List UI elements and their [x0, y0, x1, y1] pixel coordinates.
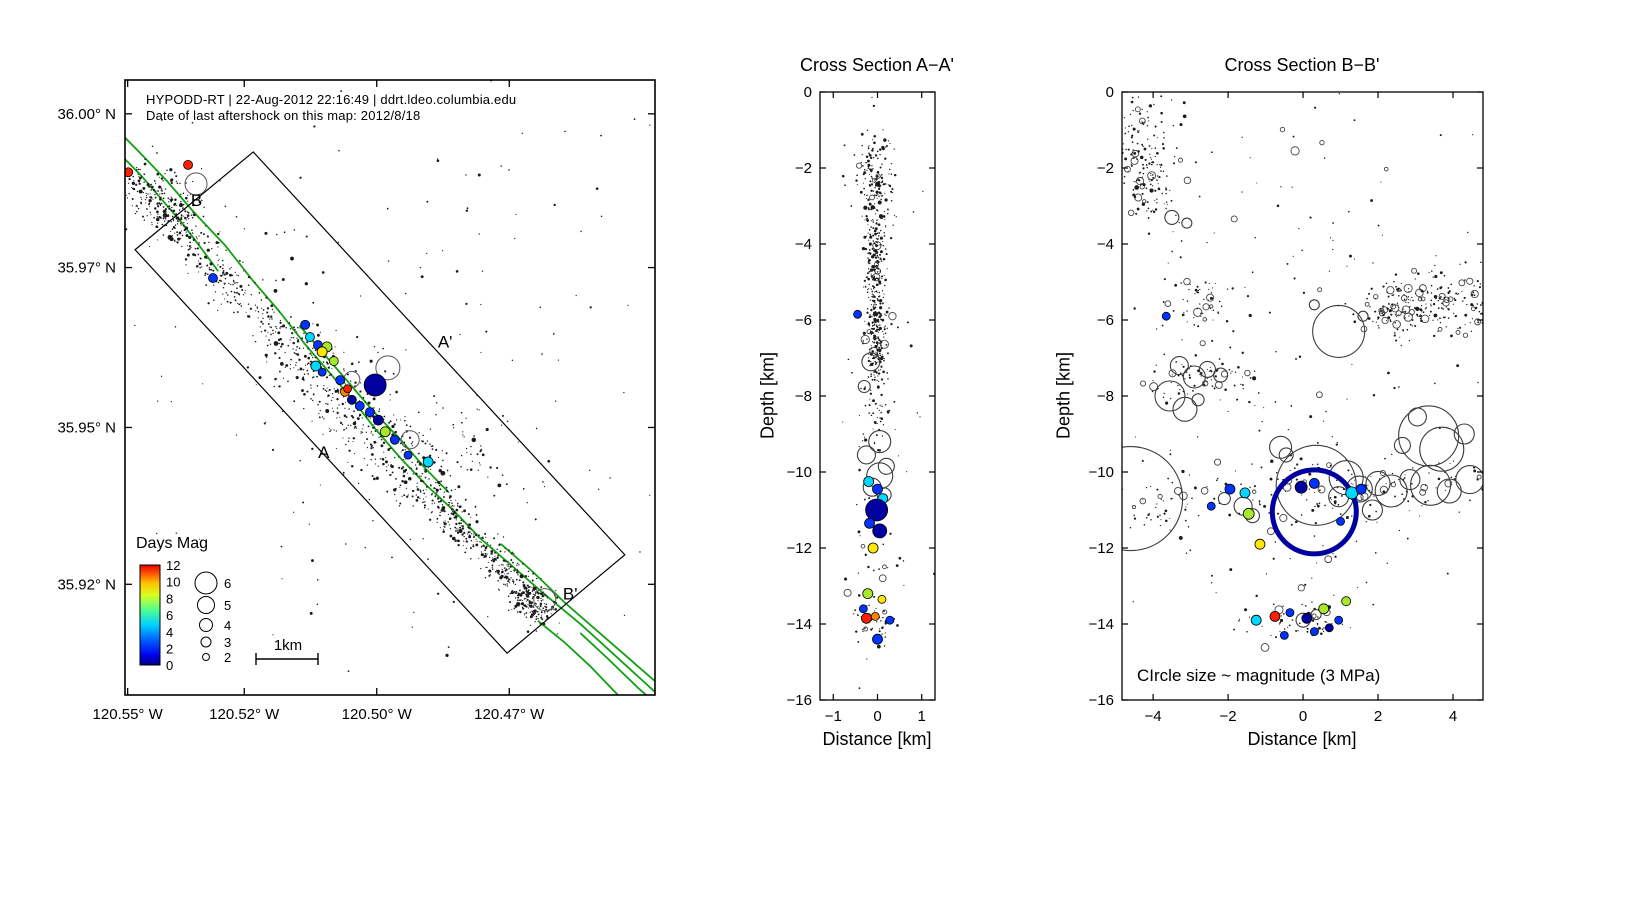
svg-text:−1: −1	[825, 708, 842, 725]
svg-text:−4: −4	[795, 236, 812, 253]
svg-text:−6: −6	[1097, 312, 1114, 329]
magnitude-legend-circle	[199, 618, 213, 632]
svg-text:0: 0	[166, 658, 173, 673]
svg-text:−14: −14	[1089, 616, 1114, 633]
svg-text:120.55° W: 120.55° W	[93, 706, 164, 723]
survey-box	[134, 151, 626, 655]
days-colorbar	[139, 564, 161, 666]
svg-text:6: 6	[224, 576, 231, 591]
mainshock-circle	[1269, 467, 1359, 557]
svg-text:−16: −16	[1089, 692, 1114, 709]
map-aftershock-events	[125, 159, 434, 468]
svg-text:35.97° N: 35.97° N	[57, 260, 116, 277]
magnitude-legend-circle	[194, 571, 218, 595]
svg-text:−4: −4	[1097, 236, 1114, 253]
svg-text:−4: −4	[1145, 708, 1162, 725]
svg-text:−2: −2	[1220, 708, 1237, 725]
magnitude-legend-circle	[200, 636, 212, 648]
svg-text:−2: −2	[1097, 160, 1114, 177]
map-axes-box	[124, 79, 656, 696]
svg-text:B': B'	[563, 585, 578, 604]
svg-text:2: 2	[224, 650, 231, 665]
svg-text:0: 0	[873, 708, 881, 725]
svg-text:120.52° W: 120.52° W	[209, 706, 280, 723]
svg-text:−10: −10	[787, 464, 812, 481]
svg-text:0: 0	[804, 84, 812, 101]
svg-text:−10: −10	[1089, 464, 1114, 481]
svg-text:10: 10	[166, 575, 180, 590]
magnitude-legend-circle	[202, 653, 210, 661]
svg-text:A': A'	[438, 333, 453, 352]
section-b-content-axes-box	[1121, 91, 1484, 701]
svg-text:35.92° N: 35.92° N	[57, 576, 116, 593]
svg-text:5: 5	[224, 598, 231, 613]
svg-text:−8: −8	[795, 388, 812, 405]
map-open-circles	[184, 172, 557, 612]
svg-text:120.47° W: 120.47° W	[474, 706, 545, 723]
svg-text:0: 0	[1299, 708, 1307, 725]
svg-text:4: 4	[224, 618, 231, 633]
svg-text:−12: −12	[787, 540, 812, 557]
svg-text:12: 12	[166, 558, 180, 573]
svg-text:35.95° N: 35.95° N	[57, 419, 116, 436]
svg-text:−16: −16	[787, 692, 812, 709]
svg-text:3: 3	[224, 635, 231, 650]
svg-text:2: 2	[1374, 708, 1382, 725]
map-seismicity-dots	[125, 80, 651, 673]
svg-text:36.00° N: 36.00° N	[57, 106, 116, 123]
magnitude-legend-circle	[197, 596, 215, 614]
svg-text:8: 8	[166, 591, 173, 606]
svg-text:−6: −6	[795, 312, 812, 329]
svg-text:B: B	[191, 191, 202, 210]
section-b-content	[1122, 92, 1483, 652]
svg-text:−12: −12	[1089, 540, 1114, 557]
svg-text:2: 2	[166, 642, 173, 657]
svg-text:A: A	[318, 443, 330, 462]
svg-text:−14: −14	[787, 616, 812, 633]
svg-text:6: 6	[166, 608, 173, 623]
svg-text:1: 1	[918, 708, 926, 725]
section-a-content	[820, 96, 935, 690]
svg-text:4: 4	[166, 625, 173, 640]
svg-text:−8: −8	[1097, 388, 1114, 405]
svg-text:−2: −2	[795, 160, 812, 177]
svg-text:4: 4	[1449, 708, 1457, 725]
svg-text:0: 0	[1106, 84, 1114, 101]
svg-text:120.50° W: 120.50° W	[342, 706, 413, 723]
